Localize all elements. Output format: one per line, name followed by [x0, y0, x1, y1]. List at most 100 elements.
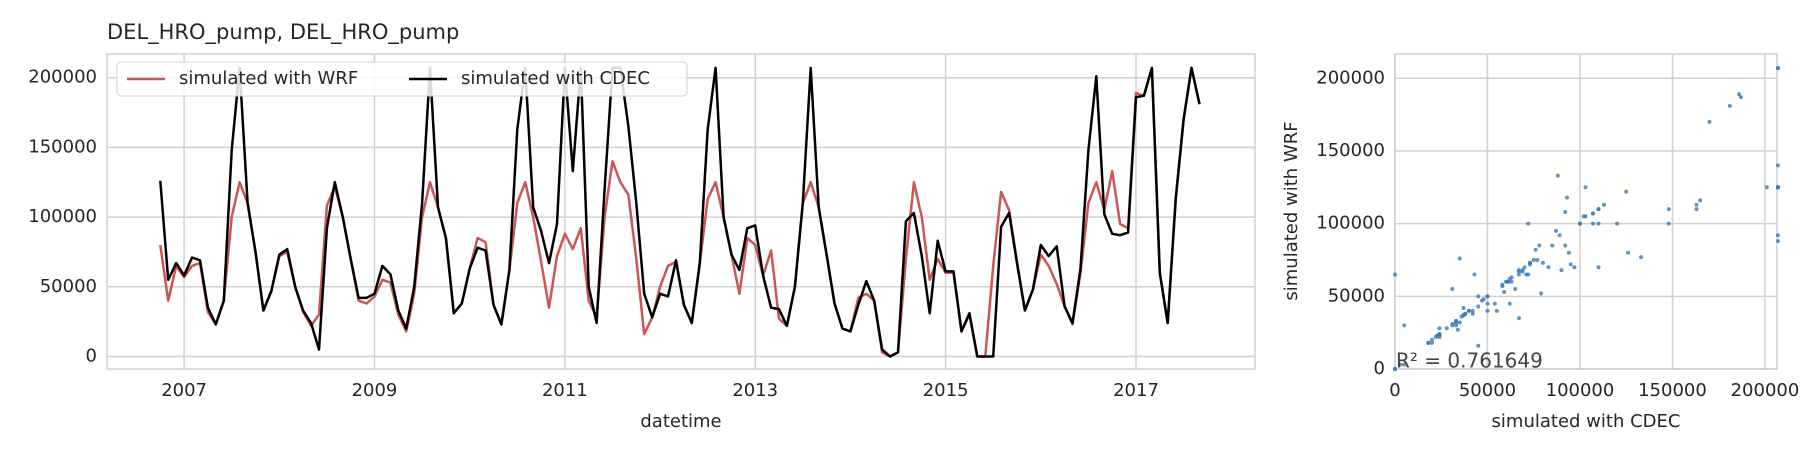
scatter-point: [1694, 207, 1699, 212]
scatter-point: [1596, 221, 1601, 226]
scatter-point: [1459, 314, 1464, 319]
scatter-point: [1507, 301, 1512, 306]
scatter-point: [1433, 335, 1438, 340]
y-tick-label: 200000: [28, 67, 97, 88]
scatter-point: [1602, 202, 1607, 207]
scatter-point: [1485, 294, 1490, 299]
scatter-point: [1563, 210, 1568, 215]
y-tick-label: 0: [1374, 358, 1385, 379]
scatter-point: [1559, 268, 1564, 273]
scatter-point: [1485, 301, 1490, 306]
scatter-point: [1444, 326, 1449, 331]
chart-title: DEL_HRO_pump, DEL_HRO_pump: [107, 20, 459, 45]
scatter-point: [1596, 207, 1601, 212]
scatter-point: [1463, 311, 1468, 316]
scatter-point: [1472, 272, 1477, 277]
scatter-point: [1437, 332, 1442, 337]
scatter-point: [1581, 214, 1586, 219]
annotation: R² = 0.761649: [1396, 349, 1543, 373]
y-tick-label: 0: [86, 345, 97, 366]
scatter-point: [1516, 316, 1521, 321]
scatter-point: [1507, 276, 1512, 281]
legend-label: simulated with CDEC: [461, 68, 650, 89]
x-tick-label: 2011: [542, 380, 588, 401]
scatter-point: [1485, 308, 1490, 313]
scatter-point: [1546, 265, 1551, 270]
scatter-point: [1476, 343, 1481, 348]
scatter-point: [1583, 185, 1588, 190]
scatter-point: [1775, 66, 1780, 71]
scatter-point: [1537, 243, 1542, 248]
scatter-point: [1466, 308, 1471, 313]
scatter-point: [1476, 294, 1481, 299]
x-tick-label: 200000: [1731, 380, 1800, 401]
plot-frame: [106, 53, 1256, 370]
scatter-point: [1461, 305, 1466, 310]
scatter-point: [1470, 308, 1475, 313]
scatter-point: [1540, 260, 1545, 265]
y-tick-label: 150000: [1316, 140, 1385, 161]
plot-frame: [1394, 53, 1778, 370]
x-tick-label: 2017: [1113, 380, 1159, 401]
scatter-point: [1626, 250, 1631, 255]
y-tick-label: 50000: [1328, 285, 1385, 306]
scatter-point: [1563, 243, 1568, 248]
line-series: [159, 66, 1201, 358]
scatter-point: [1737, 92, 1742, 97]
scatter-point: [1590, 211, 1595, 216]
scatter-point: [1494, 308, 1499, 313]
scatter-point: [1775, 163, 1780, 168]
scatter-point: [1707, 119, 1712, 124]
scatter-point: [1614, 221, 1619, 226]
scatter-point: [1500, 282, 1505, 287]
scatter-point: [1557, 233, 1562, 238]
scatter-point: [1639, 255, 1644, 260]
scatter-point: [1738, 95, 1743, 100]
legend-label: simulated with WRF: [179, 68, 358, 89]
scatter-point: [1596, 265, 1601, 270]
scatter-point: [1566, 250, 1571, 255]
scatter-point: [1426, 340, 1431, 345]
scatter-point: [1775, 239, 1780, 244]
scatter-point: [1764, 185, 1769, 190]
scatter-point: [1457, 320, 1462, 325]
legend-box: [116, 61, 688, 97]
scatter-point: [1393, 367, 1397, 371]
scatter-point: [1624, 189, 1629, 194]
scatter-point: [1455, 327, 1460, 332]
scatter-point: [1531, 257, 1536, 262]
scatter-point: [1526, 221, 1531, 226]
y-tick-label: 150000: [28, 136, 97, 157]
x-tick-label: 150000: [1638, 380, 1707, 401]
scatter-point: [1526, 272, 1531, 277]
scatter-point: [1429, 340, 1434, 345]
scatter-point: [1775, 233, 1780, 238]
scatter-point: [1492, 301, 1497, 306]
scatter-point: [1450, 323, 1455, 328]
scatter-point: [1450, 287, 1455, 292]
y-tick-label: 50000: [40, 276, 97, 297]
scatter-point: [1553, 228, 1558, 233]
line-series: [159, 66, 1201, 358]
scatter-point: [1555, 173, 1560, 178]
x-tick-label: 2015: [923, 380, 969, 401]
scatter-point: [1402, 362, 1407, 367]
scatter-point: [1470, 311, 1475, 316]
scatter-point: [1539, 291, 1544, 296]
scatter-point: [1516, 268, 1521, 273]
y-axis-label: simulated with WRF: [1281, 121, 1302, 300]
y-tick-label: 100000: [1316, 213, 1385, 234]
x-tick-label: 100000: [1546, 380, 1615, 401]
x-tick-label: 50000: [1459, 380, 1516, 401]
scatter-point: [1727, 103, 1732, 108]
scatter-point: [1528, 260, 1533, 265]
x-tick-label: 2013: [732, 380, 778, 401]
scatter-point: [1398, 362, 1403, 367]
scatter-point: [1516, 272, 1521, 277]
scatter-point: [1429, 337, 1434, 342]
scatter-point: [1775, 185, 1780, 190]
scatter-point: [1577, 221, 1582, 226]
scatter-point: [1476, 304, 1481, 309]
scatter-point: [1522, 265, 1527, 270]
